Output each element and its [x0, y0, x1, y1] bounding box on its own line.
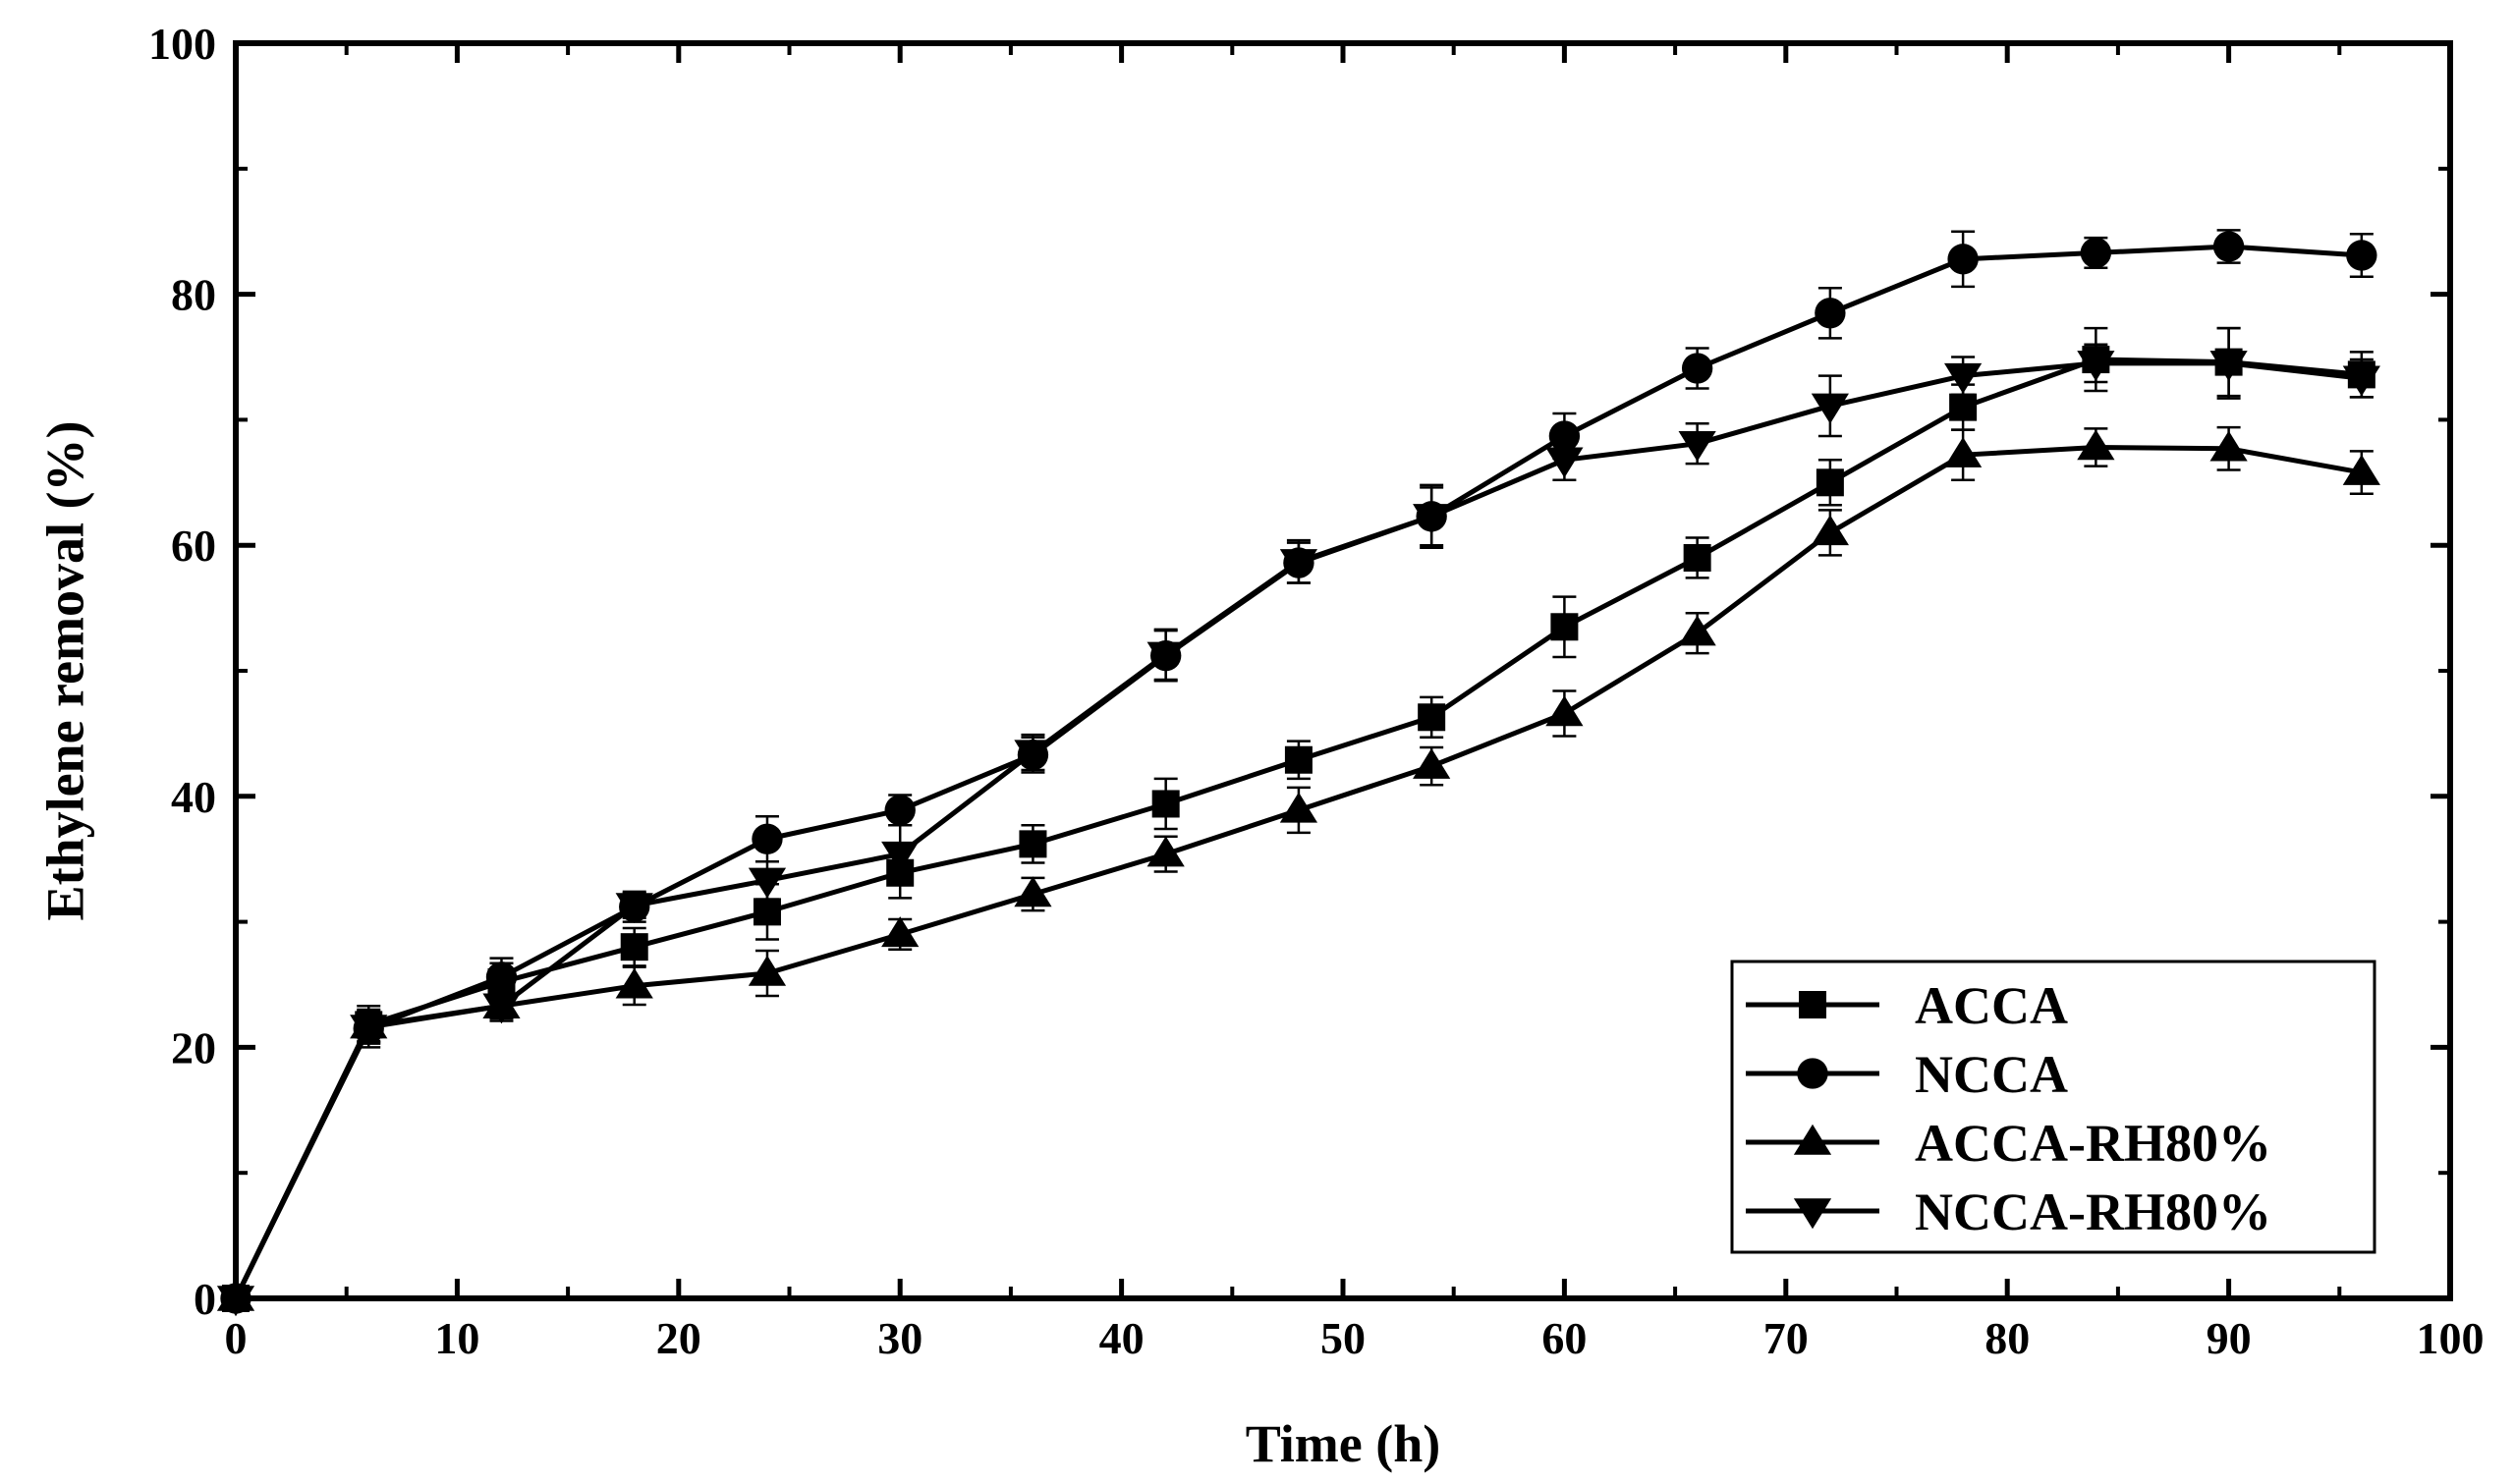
legend-marker — [1793, 1198, 1832, 1230]
data-point — [1944, 362, 1983, 394]
data-point — [1947, 244, 1979, 275]
legend-item: NCCA-RH80% — [1746, 1182, 2271, 1241]
plot-frame — [233, 40, 2453, 1301]
data-point — [1545, 447, 1584, 478]
legend: ACCA NCCA ACCA-RH80% NCCA-RH80% — [1730, 960, 2376, 1254]
data-point — [2212, 231, 2245, 262]
x-tick-label: 20 — [656, 1313, 701, 1363]
data-point — [1279, 792, 1318, 823]
data-point — [1944, 436, 1983, 467]
data-point — [2209, 430, 2248, 462]
data-point — [1548, 420, 1581, 452]
x-tick-label: 50 — [1320, 1313, 1366, 1363]
data-point — [1418, 703, 1446, 732]
data-point — [1413, 504, 1451, 535]
data-point — [1151, 790, 1180, 818]
data-point — [1279, 549, 1318, 580]
legend-item: NCCA — [1746, 1045, 2068, 1104]
series-layer — [216, 229, 2380, 1317]
data-point — [485, 962, 518, 993]
data-point — [2342, 365, 2380, 397]
data-point — [1146, 836, 1185, 867]
data-point — [753, 898, 781, 926]
legend-label: ACCA-RH80% — [1915, 1114, 2271, 1173]
data-point — [748, 955, 787, 986]
data-point — [1815, 298, 1846, 329]
legend-marker — [1799, 991, 1826, 1018]
x-tick-label: 90 — [2207, 1313, 2252, 1363]
data-point — [2077, 351, 2115, 382]
data-point — [1681, 353, 1713, 384]
data-point — [1014, 876, 1052, 907]
x-tick-label: 0 — [225, 1313, 248, 1363]
data-point — [1949, 393, 1978, 421]
y-tick-label: 0 — [194, 1274, 216, 1324]
x-axis-title: Time (h) — [1246, 1414, 1441, 1473]
data-point — [1146, 641, 1185, 673]
data-point — [884, 795, 916, 826]
x-tick-label: 40 — [1099, 1313, 1145, 1363]
y-axis-title: Ethylene removal (%) — [35, 421, 94, 921]
y-tick-label: 40 — [171, 772, 216, 822]
data-point — [1678, 615, 1716, 646]
y-tick-label: 60 — [171, 521, 216, 571]
data-point — [1014, 740, 1052, 771]
data-point — [1019, 830, 1047, 858]
data-point — [1811, 393, 1849, 424]
y-tick-label: 100 — [148, 19, 216, 69]
data-point — [1550, 613, 1579, 641]
data-point — [2080, 237, 2112, 269]
data-point — [881, 916, 920, 948]
legend-marker — [1797, 1058, 1828, 1089]
data-point — [2077, 429, 2115, 461]
data-point — [1545, 695, 1584, 727]
x-tick-label: 70 — [1763, 1313, 1809, 1363]
data-point — [1816, 468, 1844, 497]
data-point — [350, 1015, 388, 1046]
x-tick-label: 30 — [877, 1313, 922, 1363]
legend-item: ACCA-RH80% — [1746, 1114, 2271, 1173]
data-point — [748, 867, 787, 899]
legend-marker — [1793, 1124, 1832, 1155]
data-point — [615, 893, 653, 924]
legend-label: NCCA-RH80% — [1915, 1182, 2271, 1241]
legend-label: NCCA — [1915, 1045, 2068, 1104]
data-point — [1683, 543, 1711, 572]
data-point — [1284, 745, 1313, 774]
x-tick-label: 10 — [434, 1313, 479, 1363]
data-point — [1678, 430, 1716, 462]
data-point — [752, 823, 783, 854]
data-point — [1811, 515, 1849, 546]
data-point — [615, 967, 653, 999]
series-acca-rh80- — [216, 425, 2380, 1311]
data-point — [2346, 240, 2377, 271]
data-point — [881, 841, 920, 872]
data-point — [482, 993, 521, 1024]
x-tick-label: 100 — [2417, 1313, 2485, 1363]
data-point — [2209, 351, 2248, 382]
x-tick-label: 80 — [1984, 1313, 2030, 1363]
legend-box — [1730, 960, 2376, 1254]
data-point — [2342, 454, 2380, 485]
legend-item: ACCA — [1746, 976, 2068, 1035]
legend-label: ACCA — [1915, 976, 2068, 1035]
y-tick-label: 80 — [171, 270, 216, 320]
data-point — [1413, 747, 1451, 779]
x-tick-label: 60 — [1541, 1313, 1587, 1363]
data-point — [620, 933, 648, 962]
y-tick-label: 20 — [171, 1022, 216, 1072]
